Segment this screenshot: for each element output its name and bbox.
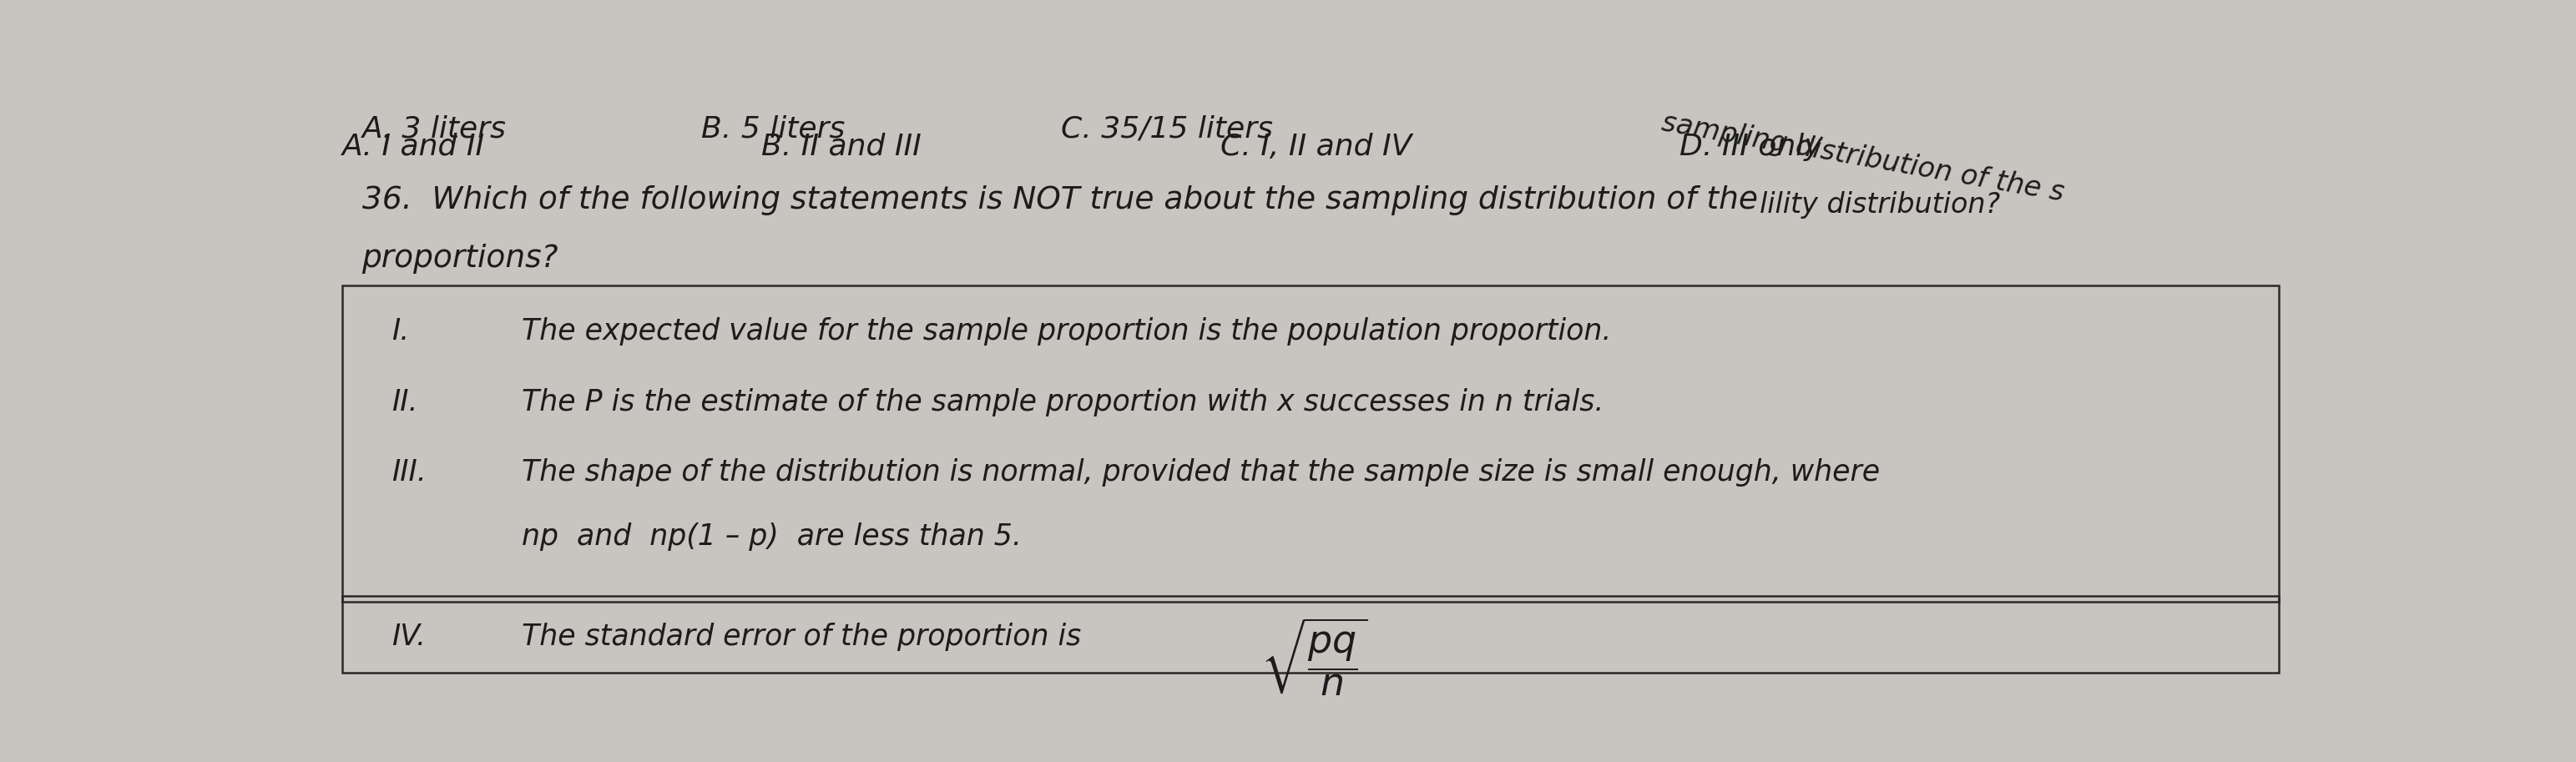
Text: IV.: IV. <box>392 623 425 651</box>
Text: The standard error of the proportion is: The standard error of the proportion is <box>520 623 1082 651</box>
Text: sampling distribution of the s: sampling distribution of the s <box>1659 109 2066 207</box>
Text: The P is the estimate of the sample proportion with x successes in n trials.: The P is the estimate of the sample prop… <box>520 388 1605 416</box>
Text: B. 5 liters: B. 5 liters <box>701 115 845 143</box>
Text: II.: II. <box>392 388 417 416</box>
Bar <box>343 596 2280 672</box>
Text: A. 3 liters: A. 3 liters <box>361 115 507 143</box>
Bar <box>343 285 2280 602</box>
Text: I.: I. <box>392 317 410 346</box>
Text: A. I and II: A. I and II <box>343 133 484 161</box>
Text: $\sqrt{\dfrac{pq}{n}}$: $\sqrt{\dfrac{pq}{n}}$ <box>1260 616 1368 698</box>
Text: np  and  np(1 – p)  are less than 5.: np and np(1 – p) are less than 5. <box>520 523 1023 551</box>
Text: The expected value for the sample proportion is the population proportion.: The expected value for the sample propor… <box>520 317 1610 346</box>
Text: 36.  Which of the following statements is NOT true about the sampling distributi: 36. Which of the following statements is… <box>361 185 1757 216</box>
Text: III.: III. <box>392 458 428 486</box>
Text: proportions?: proportions? <box>361 244 559 274</box>
Text: C. I, II and IV: C. I, II and IV <box>1221 133 1412 161</box>
Text: D. III only: D. III only <box>1680 133 1821 161</box>
Text: C. 35/15 liters: C. 35/15 liters <box>1061 115 1273 143</box>
Text: The shape of the distribution is normal, provided that the sample size is small : The shape of the distribution is normal,… <box>520 458 1880 486</box>
Text: lility distribution?: lility distribution? <box>1759 191 1999 219</box>
Text: B. II and III: B. II and III <box>762 133 922 161</box>
